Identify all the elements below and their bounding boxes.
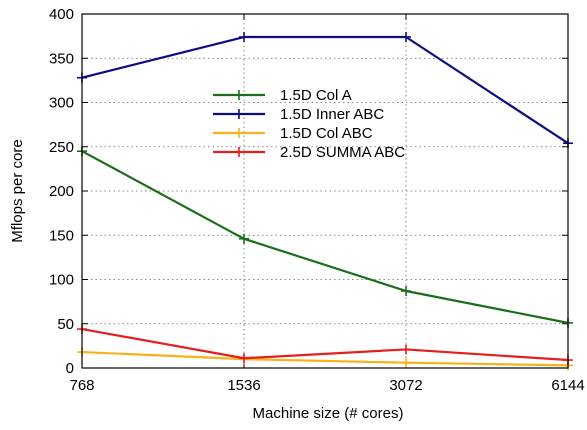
x-tick-label: 1536	[227, 377, 260, 394]
legend-item: 1.5D Inner ABC	[213, 106, 384, 123]
data-point	[401, 357, 411, 368]
y-tick-label: 400	[49, 6, 74, 23]
x-axis-label: Machine size (# cores)	[253, 405, 404, 422]
series-line-1	[81, 35, 569, 145]
data-point	[401, 286, 411, 297]
data-point	[239, 233, 249, 244]
data-point	[401, 344, 411, 355]
plot-frame	[81, 13, 569, 369]
x-tick-label: 3072	[389, 377, 422, 394]
legend-label: 2.5D SUMMA ABC	[280, 144, 405, 161]
legend: 1.5D Col A 1.5D Inner ABC 1.5D Col ABC 2.5D…	[213, 87, 405, 161]
series-lines	[77, 32, 573, 371]
x-tick-label: 6144	[551, 377, 584, 394]
legend-item: 1.5D Col ABC	[213, 125, 373, 142]
y-tick-label: 300	[49, 95, 74, 112]
y-tick-label: 200	[49, 183, 74, 200]
series-line-0	[81, 150, 569, 324]
series-line-2	[81, 350, 569, 367]
legend-label: 1.5D Col A	[280, 87, 352, 104]
series-line-3	[81, 327, 569, 362]
y-tick-label: 50	[57, 316, 74, 333]
y-ticks: 0 50 100 150 200 250 300 350 400	[49, 6, 568, 377]
y-tick-label: 150	[49, 227, 74, 244]
legend-item: 2.5D SUMMA ABC	[213, 144, 405, 161]
legend-label: 1.5D Inner ABC	[280, 106, 384, 123]
data-point	[401, 32, 411, 43]
y-tick-label: 250	[49, 139, 74, 156]
x-tick-label: 768	[69, 377, 94, 394]
y-tick-label: 350	[49, 50, 74, 67]
x-ticks: 768 1536 3072 6144	[69, 14, 585, 394]
legend-item: 1.5D Col A	[213, 87, 352, 104]
y-tick-label: 0	[66, 360, 74, 377]
legend-label: 1.5D Col ABC	[280, 125, 373, 142]
y-axis-label: Mflops per core	[9, 139, 26, 242]
y-tick-label: 100	[49, 272, 74, 289]
data-point	[239, 353, 249, 364]
data-point	[239, 32, 249, 43]
